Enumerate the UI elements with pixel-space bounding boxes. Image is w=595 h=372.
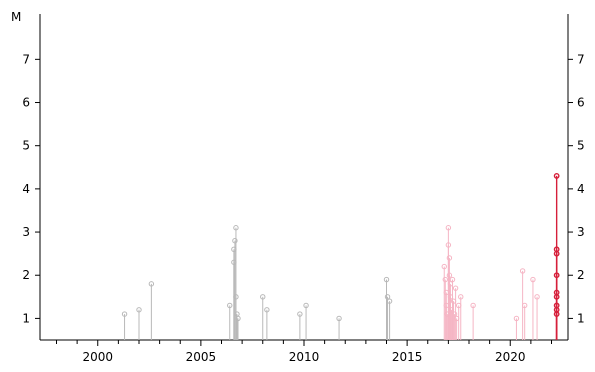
stem-point — [386, 298, 393, 304]
stem-point — [553, 293, 560, 300]
y-tick-label-right: 1 — [577, 311, 585, 325]
y-tick-label-right: 5 — [577, 139, 585, 153]
stem-point — [553, 250, 560, 257]
stem-point — [264, 307, 270, 313]
stem-point — [121, 311, 128, 317]
y-tick-label: 5 — [22, 139, 30, 153]
x-tick-label: 2010 — [289, 350, 320, 364]
stem-point — [232, 237, 238, 244]
stem-point — [384, 294, 391, 300]
series-latest — [553, 173, 560, 340]
stem-point — [260, 294, 266, 300]
y-tick-label-right: 2 — [577, 268, 585, 282]
stem-point — [336, 315, 342, 322]
y-tick-label: 2 — [22, 268, 30, 282]
stem-point — [451, 311, 458, 317]
stem-point — [553, 311, 560, 317]
y-tick-label-right: 6 — [577, 96, 585, 110]
y-tick-label-right: 3 — [577, 225, 585, 239]
axes — [35, 14, 573, 346]
stem-point — [470, 302, 476, 309]
stem-point — [233, 294, 239, 300]
y-tick-label: 3 — [22, 225, 30, 239]
y-tick-label-right: 7 — [577, 52, 585, 66]
x-tick-label: 2020 — [495, 350, 526, 364]
stem-point — [519, 268, 526, 274]
stem-point — [136, 307, 142, 313]
x-tick-label: 2005 — [186, 350, 217, 364]
x-tick-label: 2000 — [82, 350, 113, 364]
stem-point — [449, 276, 456, 283]
stem-point — [530, 276, 536, 283]
y-tick-label: 1 — [22, 311, 30, 325]
x-tick-label: 2015 — [392, 350, 423, 364]
stem-point — [233, 225, 239, 231]
stem-point — [441, 263, 447, 270]
y-axis-label: M — [11, 10, 21, 24]
stem-point — [458, 294, 464, 300]
series-old — [121, 225, 393, 340]
stem-point — [297, 311, 303, 317]
stem-point — [553, 272, 560, 279]
stem-point — [148, 281, 155, 287]
stem-point — [553, 173, 560, 179]
y-tick-label: 4 — [22, 182, 30, 196]
stem-point — [383, 276, 390, 283]
stem-point — [534, 294, 540, 300]
stem-point — [445, 242, 452, 248]
y-tick-label-right: 4 — [577, 182, 585, 196]
stem-point — [452, 285, 459, 291]
data-stems — [121, 173, 560, 340]
series-recent — [441, 225, 540, 340]
stem-point — [446, 272, 453, 278]
stem-point — [227, 302, 233, 309]
stem-point — [235, 315, 241, 322]
stem-point — [303, 302, 309, 309]
stem-point — [513, 315, 520, 322]
stem-point — [445, 225, 452, 231]
stem-point — [442, 276, 448, 283]
tick-labels: 1 1 2 2 3 3 4 4 5 5 6 6 7 7 2000 2005 2010 2015 2020 — [22, 52, 584, 364]
stem-point — [521, 302, 528, 309]
stem-point — [446, 255, 453, 261]
y-tick-label: 6 — [22, 96, 30, 110]
y-tick-label: 7 — [22, 52, 30, 66]
